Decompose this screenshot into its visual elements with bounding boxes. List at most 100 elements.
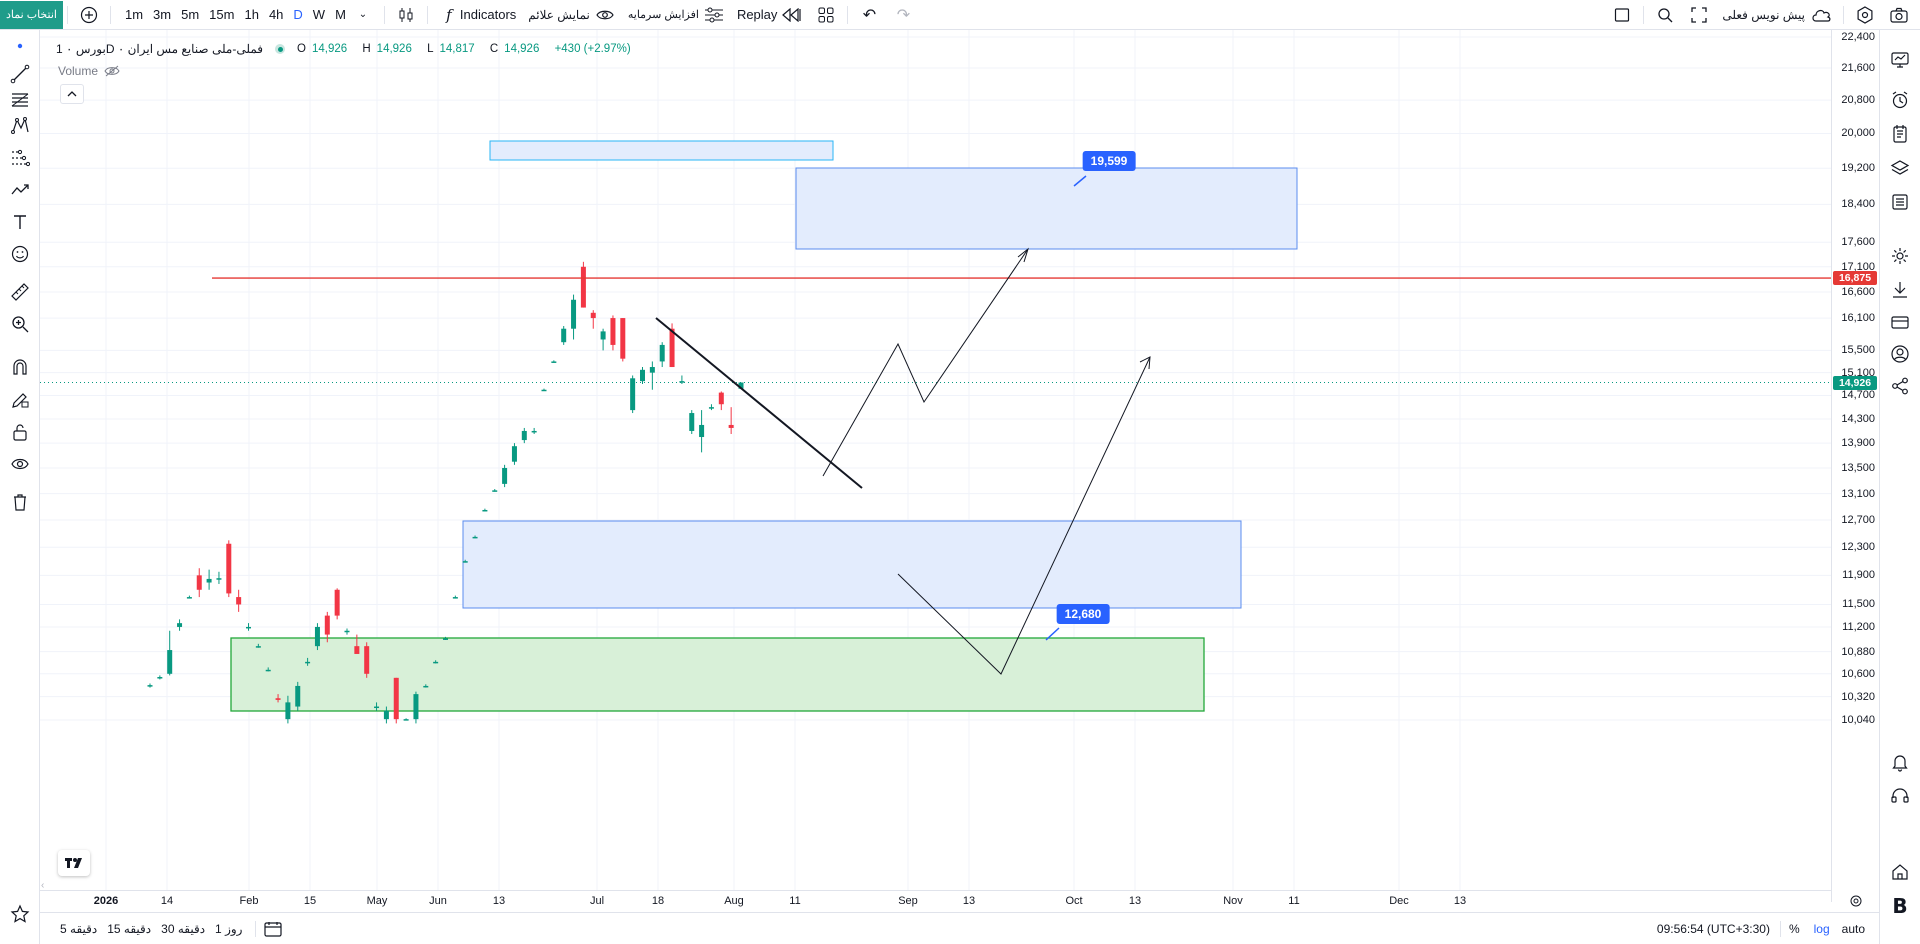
settings-panel-button[interactable] xyxy=(1888,244,1912,268)
price-tick: 11,900 xyxy=(1842,569,1875,582)
drawing-mode-tool[interactable] xyxy=(8,388,32,412)
pattern-tool[interactable] xyxy=(8,114,32,138)
notes-button[interactable] xyxy=(1888,122,1912,146)
symbol-description[interactable]: بورس ۰ 1D ۰ فملی-ملی صنایع مس ایران xyxy=(56,42,264,56)
share-button[interactable] xyxy=(1888,374,1912,398)
home-icon xyxy=(1892,864,1908,880)
date-range-button[interactable] xyxy=(264,921,283,937)
download-button[interactable] xyxy=(1888,278,1912,302)
candle-body xyxy=(216,578,222,580)
ruler-tool[interactable] xyxy=(8,280,32,304)
time-tick: 18 xyxy=(651,895,665,907)
alerts-button[interactable] xyxy=(1888,88,1912,112)
calendar-icon xyxy=(264,921,283,937)
current-price-label: 14,926 xyxy=(1833,375,1877,390)
lock-icon xyxy=(13,424,27,441)
price-axis[interactable]: 22,400 21,600 20,800 20,000 19,200 18,400 17,6… xyxy=(1831,30,1879,902)
interval-15m[interactable]: 15m xyxy=(209,7,235,22)
price-tick: 13,500 xyxy=(1841,461,1875,474)
path-tool[interactable] xyxy=(8,178,32,202)
target-high-callout[interactable]: 19,599 xyxy=(1082,151,1136,171)
replay-label: Replay xyxy=(736,7,778,22)
range-15m[interactable]: 15 دقیقه xyxy=(107,921,152,936)
object-tree-button[interactable] xyxy=(1888,190,1912,214)
interval-d[interactable]: D xyxy=(293,7,303,22)
auto-toggle[interactable]: auto xyxy=(1841,921,1865,936)
collapse-left-handle[interactable]: ‹ xyxy=(41,880,45,891)
time-axis[interactable]: 2026 14 Feb 15 May Jun 13 Jul 18 Aug 11 Sep 13 Oct 13 N… xyxy=(40,890,1831,912)
emoji-tool[interactable] xyxy=(8,242,32,266)
interval-3m[interactable]: 3m xyxy=(153,7,172,22)
percent-toggle[interactable]: % xyxy=(1788,921,1800,936)
trendline-tool[interactable] xyxy=(8,62,32,86)
fib-tool[interactable] xyxy=(8,88,32,112)
zones-layer xyxy=(230,140,1298,712)
clock[interactable]: 09:56:54 (UTC+3:30) xyxy=(1656,921,1770,936)
broker-logo-button[interactable]: B xyxy=(1888,894,1912,918)
interval-4h[interactable]: 4h xyxy=(268,7,284,22)
range-1d[interactable]: 1 روز xyxy=(215,921,243,936)
cursor-tool[interactable] xyxy=(8,34,32,58)
log-toggle[interactable]: log xyxy=(1813,921,1830,936)
tradingview-logo[interactable] xyxy=(58,850,90,876)
interval-1m[interactable]: 1m xyxy=(124,7,144,22)
draft-layout-button[interactable]: پیش نویس فعلی xyxy=(1716,0,1839,30)
target-zone-high xyxy=(795,167,1298,250)
visibility-tool[interactable] xyxy=(8,452,32,476)
interval-5m[interactable]: 5m xyxy=(181,7,200,22)
forecast-tool[interactable] xyxy=(8,146,32,170)
range-5m[interactable]: 5 دقیقه xyxy=(60,921,98,936)
indicators-button[interactable]: f Indicators xyxy=(432,0,522,30)
eye-off-icon[interactable] xyxy=(104,65,120,77)
time-axis-settings-button[interactable] xyxy=(1846,892,1866,910)
candle-body xyxy=(718,392,724,405)
candle-body xyxy=(403,719,409,721)
top-toolbar: انتخاب نماد 1m 3m 5m 15m 1h 4h D W M ⌄ f… xyxy=(0,0,1920,30)
quick-search-button[interactable] xyxy=(1648,0,1682,30)
candle-body xyxy=(275,698,281,700)
settings-button[interactable] xyxy=(1848,0,1882,30)
favorites-tool[interactable] xyxy=(8,902,32,926)
add-capital-button[interactable]: افزایش سرمایه xyxy=(622,0,731,30)
share-icon xyxy=(1892,377,1908,395)
redo-icon: ↷ xyxy=(896,6,911,24)
redo-button[interactable]: ↷ xyxy=(886,0,920,30)
home-button[interactable] xyxy=(1888,860,1912,884)
volume-legend[interactable]: Volume xyxy=(58,64,120,78)
text-tool[interactable] xyxy=(8,210,32,234)
profile-button[interactable] xyxy=(1888,342,1912,366)
chart-type-button[interactable] xyxy=(389,0,423,30)
chart-pane[interactable] xyxy=(40,30,1831,890)
interval-1h[interactable]: 1h xyxy=(244,7,259,22)
candle-body xyxy=(472,536,478,539)
symbol-search-button[interactable]: انتخاب نماد xyxy=(0,0,63,29)
chevron-down-icon[interactable]: ⌄ xyxy=(358,9,368,20)
add-symbol-button[interactable] xyxy=(72,0,106,30)
toolbar-divider xyxy=(66,5,68,24)
expand-button[interactable] xyxy=(1682,0,1716,30)
fullscreen-toggle[interactable] xyxy=(1605,0,1639,30)
bell-icon xyxy=(1892,755,1908,772)
time-tick: Oct xyxy=(1065,895,1083,907)
collapse-legend-button[interactable] xyxy=(60,84,84,104)
lock-tool[interactable] xyxy=(8,420,32,444)
interval-m[interactable]: M xyxy=(335,7,346,22)
wallet-button[interactable] xyxy=(1888,310,1912,334)
interval-w[interactable]: W xyxy=(312,7,326,22)
zoom-tool[interactable] xyxy=(8,312,32,336)
snapshot-button[interactable] xyxy=(1882,0,1916,30)
magnet-tool[interactable] xyxy=(8,356,32,380)
search-icon xyxy=(1654,4,1676,26)
delete-tool[interactable] xyxy=(8,490,32,514)
layouts-button[interactable] xyxy=(809,0,843,30)
undo-button[interactable]: ↶ xyxy=(852,0,886,30)
support-button[interactable] xyxy=(1888,784,1912,808)
target-low-callout[interactable]: 12,680 xyxy=(1056,604,1110,624)
notifications-button[interactable] xyxy=(1888,750,1912,774)
replay-button[interactable]: Replay xyxy=(731,0,809,30)
show-signals-button[interactable]: نمایش علائم xyxy=(522,0,622,30)
layers-button[interactable] xyxy=(1888,156,1912,180)
toolbar-divider xyxy=(847,5,849,24)
range-30m[interactable]: 30 دقیقه xyxy=(161,921,206,936)
watchlist-button[interactable] xyxy=(1888,48,1912,72)
